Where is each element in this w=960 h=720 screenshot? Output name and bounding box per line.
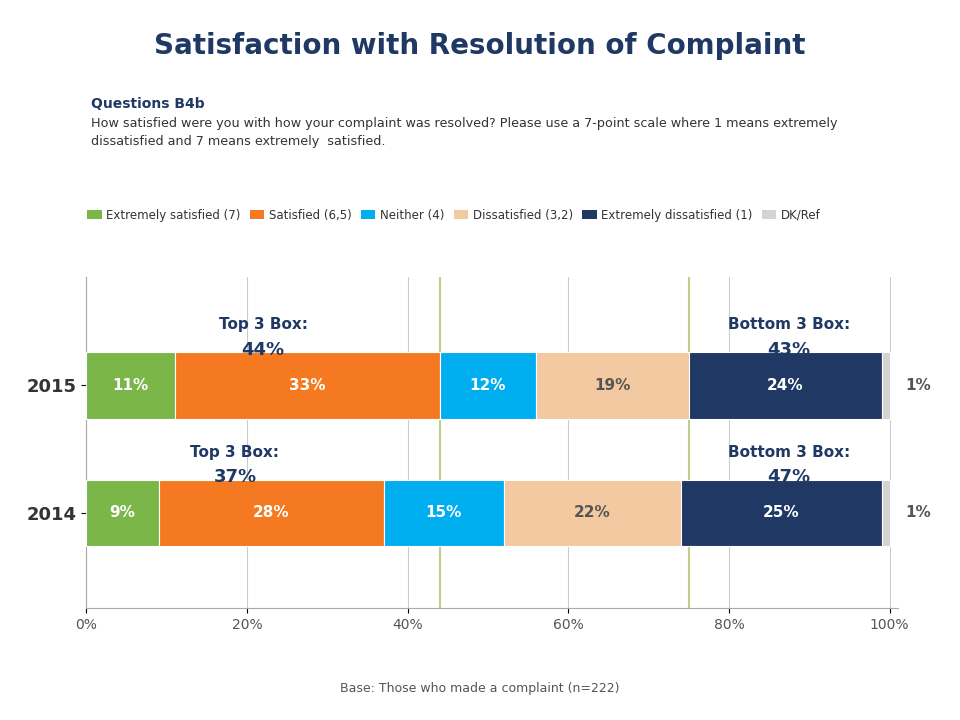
Text: 43%: 43% <box>768 341 811 359</box>
Bar <box>158 480 384 546</box>
Text: 24%: 24% <box>767 378 804 393</box>
Bar <box>86 480 158 546</box>
Text: 25%: 25% <box>763 505 800 521</box>
Bar <box>881 352 890 418</box>
Bar <box>175 352 440 418</box>
Text: Base: Those who made a complaint (n=222): Base: Those who made a complaint (n=222) <box>340 682 620 695</box>
Bar <box>688 352 881 418</box>
Text: 19%: 19% <box>594 378 631 393</box>
Text: 28%: 28% <box>252 505 290 521</box>
Text: 15%: 15% <box>425 505 462 521</box>
Text: 37%: 37% <box>213 468 256 486</box>
Bar <box>681 480 881 546</box>
Text: 47%: 47% <box>768 468 811 486</box>
Text: 33%: 33% <box>289 378 325 393</box>
Bar <box>440 352 537 418</box>
Text: Top 3 Box:: Top 3 Box: <box>219 317 307 332</box>
Text: Top 3 Box:: Top 3 Box: <box>190 446 279 461</box>
Bar <box>384 480 504 546</box>
Text: Bottom 3 Box:: Bottom 3 Box: <box>728 317 851 332</box>
Text: 44%: 44% <box>242 341 285 359</box>
Legend: Extremely satisfied (7), Satisfied (6,5), Neither (4), Dissatisfied (3,2), Extre: Extremely satisfied (7), Satisfied (6,5)… <box>83 204 826 226</box>
Text: Satisfaction with Resolution of Complaint: Satisfaction with Resolution of Complain… <box>155 32 805 60</box>
Text: How satisfied were you with how your complaint was resolved? Please use a 7-poin: How satisfied were you with how your com… <box>91 117 838 148</box>
Text: 22%: 22% <box>574 505 611 521</box>
Text: 1%: 1% <box>905 505 931 521</box>
Bar <box>881 480 890 546</box>
Bar <box>537 352 688 418</box>
Text: Questions B4b: Questions B4b <box>91 97 204 111</box>
Text: 12%: 12% <box>469 378 506 393</box>
Text: 11%: 11% <box>112 378 149 393</box>
Text: Bottom 3 Box:: Bottom 3 Box: <box>728 446 851 461</box>
Bar <box>504 480 681 546</box>
Bar <box>86 352 175 418</box>
Text: 1%: 1% <box>905 378 931 393</box>
Text: 9%: 9% <box>109 505 135 521</box>
